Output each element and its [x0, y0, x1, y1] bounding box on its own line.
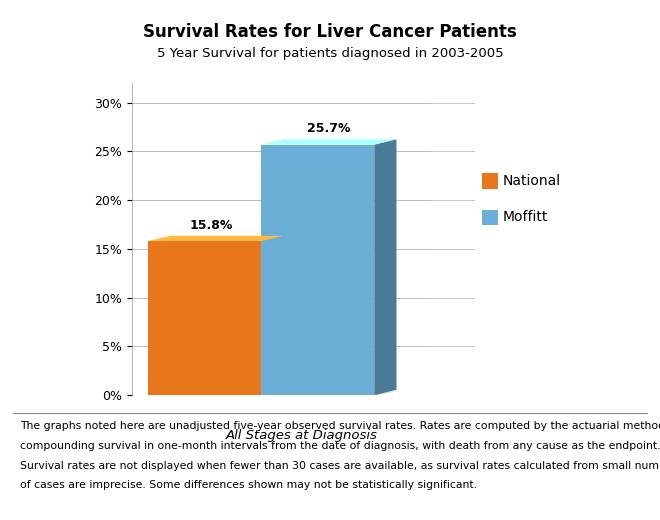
Polygon shape	[261, 145, 374, 395]
Text: 5 Year Survival for patients diagnosed in 2003-2005: 5 Year Survival for patients diagnosed i…	[156, 47, 504, 60]
Text: compounding survival in one-month intervals from the date of diagnosis, with dea: compounding survival in one-month interv…	[20, 441, 660, 451]
Polygon shape	[261, 139, 397, 145]
Text: National: National	[503, 174, 561, 188]
Text: 15.8%: 15.8%	[189, 219, 233, 232]
Text: The graphs noted here are unadjusted five-year observed survival rates. Rates ar: The graphs noted here are unadjusted fiv…	[20, 421, 660, 431]
Polygon shape	[261, 236, 283, 395]
Polygon shape	[148, 241, 261, 395]
Text: 25.7%: 25.7%	[307, 122, 350, 135]
Text: Survival rates are not displayed when fewer than 30 cases are available, as surv: Survival rates are not displayed when fe…	[20, 461, 660, 471]
Text: of cases are imprecise. Some differences shown may not be statistically signific: of cases are imprecise. Some differences…	[20, 480, 477, 490]
Text: Survival Rates for Liver Cancer Patients: Survival Rates for Liver Cancer Patients	[143, 23, 517, 42]
Text: Moffitt: Moffitt	[503, 211, 548, 224]
Text: All Stages at Diagnosis: All Stages at Diagnosis	[226, 430, 378, 443]
Polygon shape	[148, 236, 283, 241]
Polygon shape	[374, 139, 397, 395]
Polygon shape	[146, 392, 399, 395]
